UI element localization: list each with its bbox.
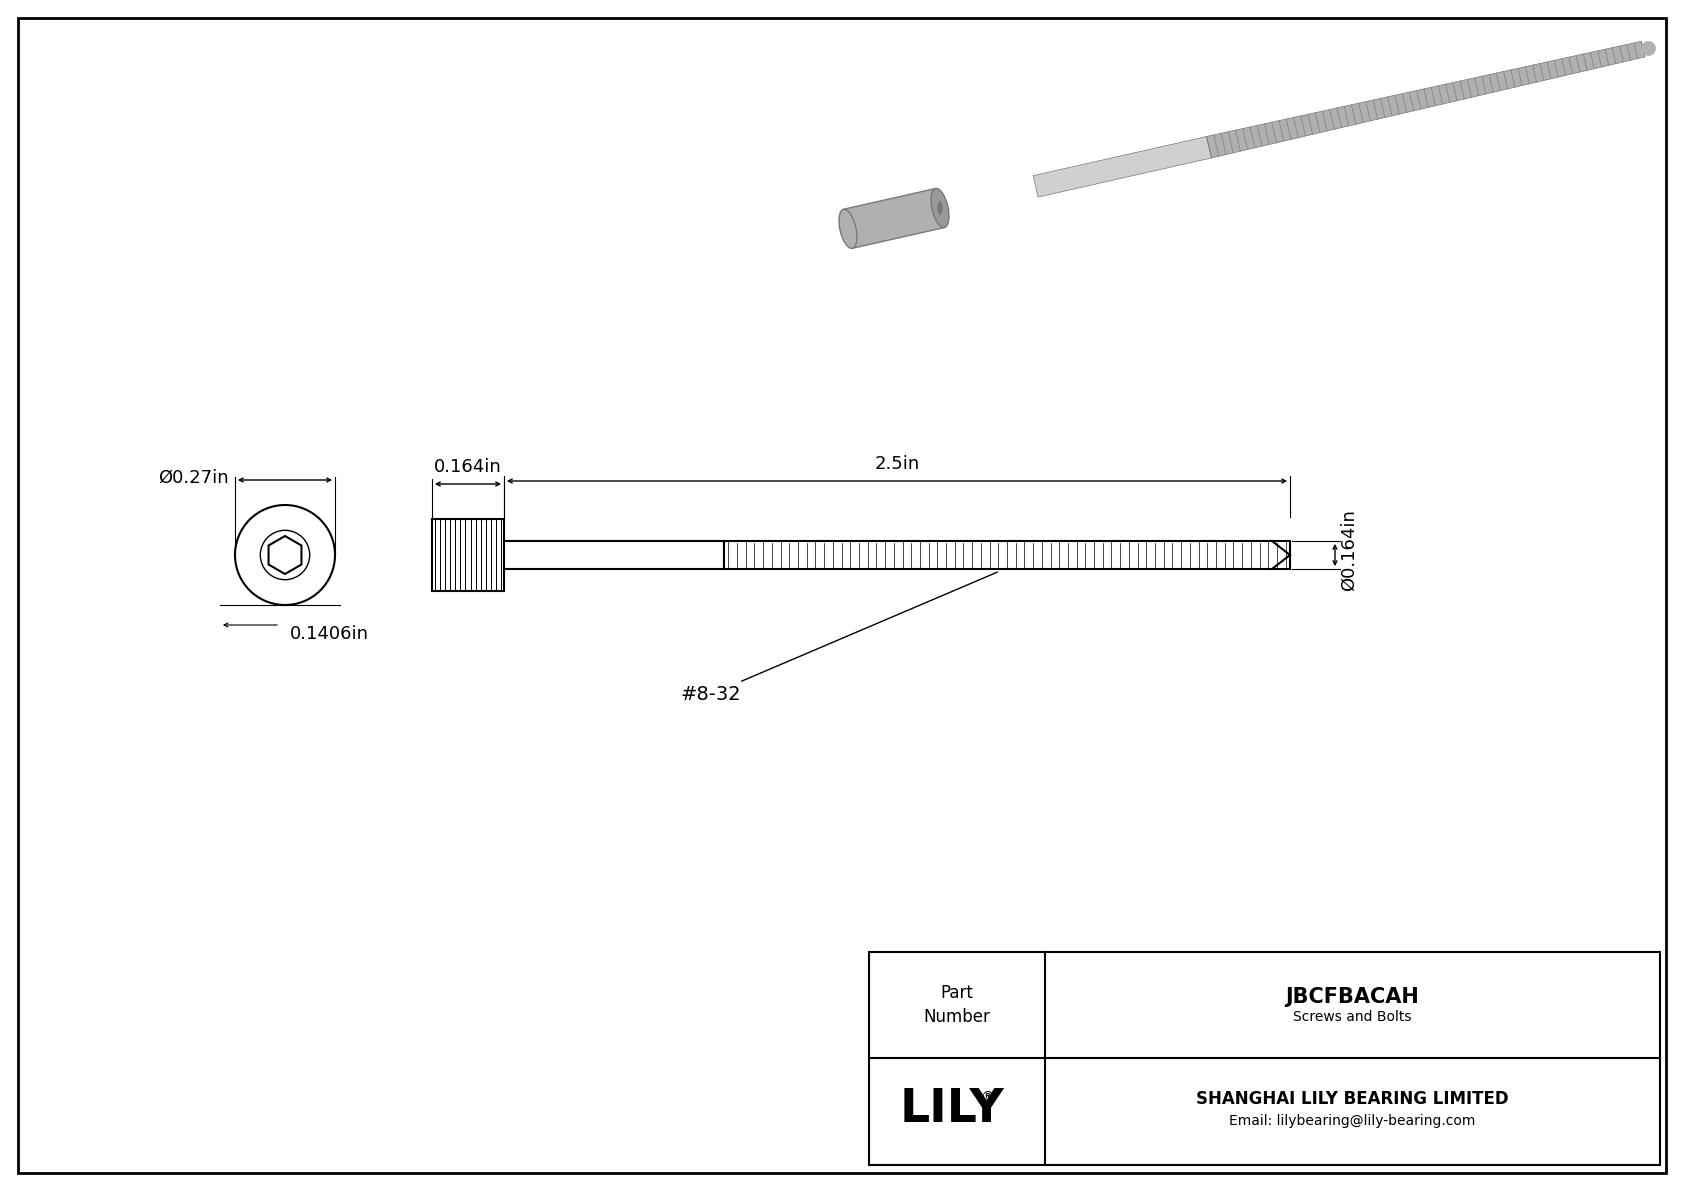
Text: Ø0.27in: Ø0.27in [158,469,229,487]
Bar [504,541,724,569]
Text: Email: lilybearing@lily-bearing.com: Email: lilybearing@lily-bearing.com [1229,1115,1475,1129]
Text: 0.164in: 0.164in [434,459,502,476]
Text: 0.1406in: 0.1406in [290,625,369,643]
Polygon shape [268,536,301,574]
Ellipse shape [839,210,857,249]
Bar [433,519,504,591]
Ellipse shape [931,188,950,227]
Bar [869,952,1660,1165]
Polygon shape [1207,42,1645,158]
Text: Screws and Bolts: Screws and Bolts [1293,1010,1411,1024]
Text: Ø0.164in: Ø0.164in [1340,509,1357,591]
Bar [724,541,1290,569]
Text: Part
Number: Part Number [923,984,990,1025]
Text: SHANGHAI LILY BEARING LIMITED: SHANGHAI LILY BEARING LIMITED [1196,1091,1509,1109]
Text: #8-32: #8-32 [680,572,997,704]
Polygon shape [1034,137,1211,198]
Text: JBCFBACAH: JBCFBACAH [1285,987,1420,1008]
Circle shape [236,505,335,605]
Text: ®: ® [980,1091,994,1104]
Circle shape [261,530,310,580]
Polygon shape [844,188,945,248]
Text: 2.5in: 2.5in [874,455,919,473]
Polygon shape [938,201,943,214]
Text: LILY: LILY [899,1087,1004,1131]
